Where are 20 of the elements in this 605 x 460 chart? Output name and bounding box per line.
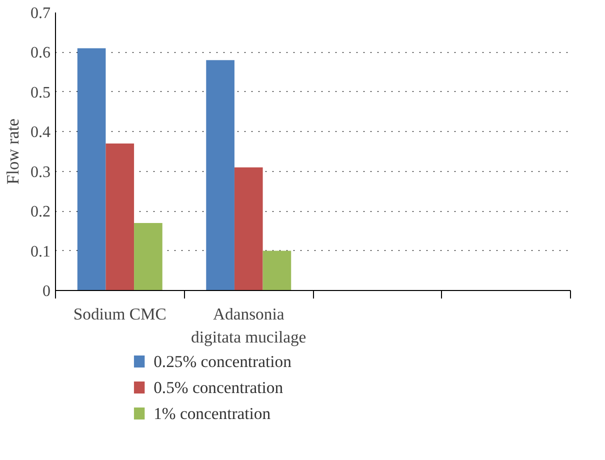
bar [262,250,292,290]
x-tick-label: Adansonia digitata mucilage [191,304,306,346]
y-axis-title: Flow rate [4,118,22,184]
y-tick-label: 0.1 [30,243,50,260]
y-tick-label: 0 [42,283,50,300]
bar [134,222,162,290]
y-tick-label: 0.2 [30,204,50,221]
y-tick-label: 0.7 [30,5,50,22]
x-tick-label: Sodium CMC [73,304,166,324]
y-tick-label: 0.3 [30,164,50,181]
bar [234,167,263,290]
y-tick-label: 0.6 [30,44,50,62]
bar [77,48,106,290]
bar [106,144,134,290]
bar [206,60,234,290]
y-tick-label: 0.4 [30,124,50,142]
legend-label: 1% concentration [154,404,272,423]
y-tick-label: 0.5 [30,84,50,102]
legend-label: 0.5% concentration [154,378,284,397]
legend-label: 0.25% concentration [154,352,292,371]
